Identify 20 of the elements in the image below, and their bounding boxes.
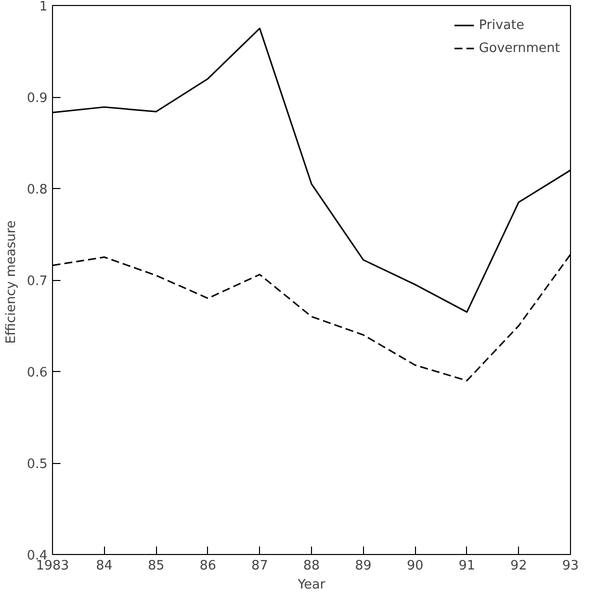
legend-label: Government: [478, 40, 560, 56]
x-tick-label: 91: [458, 558, 476, 574]
x-tick-label: 89: [355, 558, 372, 574]
y-tick-label: 0.6: [26, 366, 48, 380]
x-tick-label: 92: [510, 558, 527, 574]
x-tick-label: 85: [148, 558, 164, 574]
x-tick-label: 90: [406, 558, 424, 574]
y-tick-label: 0.9: [26, 91, 48, 106]
legend-label: Private: [478, 18, 524, 32]
y-tick-label: 0.8: [26, 182, 48, 198]
y-axis-title: Efficiency measure: [4, 220, 19, 344]
y-tick-label: 0.7: [26, 274, 48, 289]
x-tick-label: 84: [96, 558, 113, 574]
x-axis-title: Year: [296, 578, 326, 592]
x-tick-label: 88: [303, 558, 320, 574]
x-tick-label: 87: [251, 558, 268, 574]
y-tick-label: 0.5: [26, 457, 48, 472]
y-tick-label: 1: [39, 0, 48, 14]
x-tick-label: 93: [562, 558, 579, 574]
x-tick-label: 86: [200, 558, 216, 574]
